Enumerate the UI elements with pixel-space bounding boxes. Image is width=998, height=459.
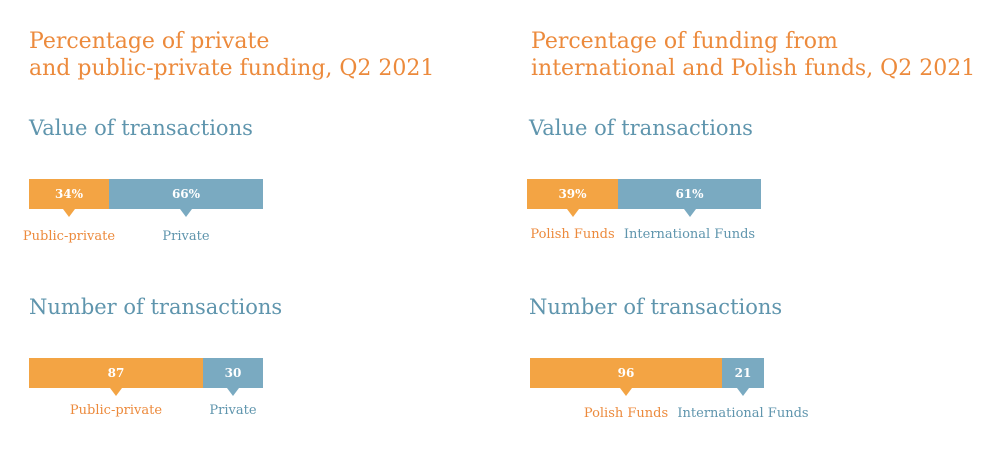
chart-title-line-2: and public-private funding, Q2 2021 <box>29 56 435 81</box>
segment-label-second: Private <box>162 229 210 244</box>
bar-segment-first: 96 <box>530 358 722 396</box>
value-bar: 34% Public-private 66% Private <box>23 179 263 244</box>
segment-label-second: International Funds <box>677 406 809 421</box>
chart-title-line-1: Percentage of funding from <box>531 29 838 54</box>
segment-label-second: Private <box>209 403 257 418</box>
bar-segment-first: 39% <box>527 179 618 217</box>
number-bar: 96 Polish Funds 21 International Funds <box>530 358 809 421</box>
segment-label-first: Public-private <box>69 403 163 418</box>
number-heading: Number of transactions <box>29 295 283 319</box>
bar-segment-second: 66% <box>109 179 263 217</box>
bar-segment-first: 87 <box>29 358 203 396</box>
segment-label-first: Polish Funds <box>530 227 615 242</box>
bar-segment-first: 34% <box>29 179 109 217</box>
chart-title: Percentage of private and public-private… <box>29 28 434 82</box>
chart-title-line-2: international and Polish funds, Q2 2021 <box>531 56 976 81</box>
segment-label-first: Public-private <box>22 229 116 244</box>
chart-title: Percentage of funding from international… <box>531 28 975 82</box>
value-heading: Value of transactions <box>29 116 253 140</box>
number-bar: 87 Public-private 30 Private <box>29 358 263 418</box>
value-bar: 39% Polish Funds 61% International Funds <box>527 179 761 242</box>
value-heading: Value of transactions <box>529 116 753 140</box>
segment-label-second: International Funds <box>623 227 756 242</box>
bar-segment-second: 30 <box>203 358 263 396</box>
number-heading: Number of transactions <box>529 295 783 319</box>
chart-panel-polish-international: Percentage of funding from international… <box>499 0 998 459</box>
bar-segment-second: 61% <box>618 179 761 217</box>
chart-title-line-1: Percentage of private <box>29 29 270 54</box>
chart-panel-private-public: Percentage of private and public-private… <box>23 28 434 418</box>
segment-label-first: Polish Funds <box>583 406 669 421</box>
bar-segment-second: 21 <box>722 358 764 396</box>
